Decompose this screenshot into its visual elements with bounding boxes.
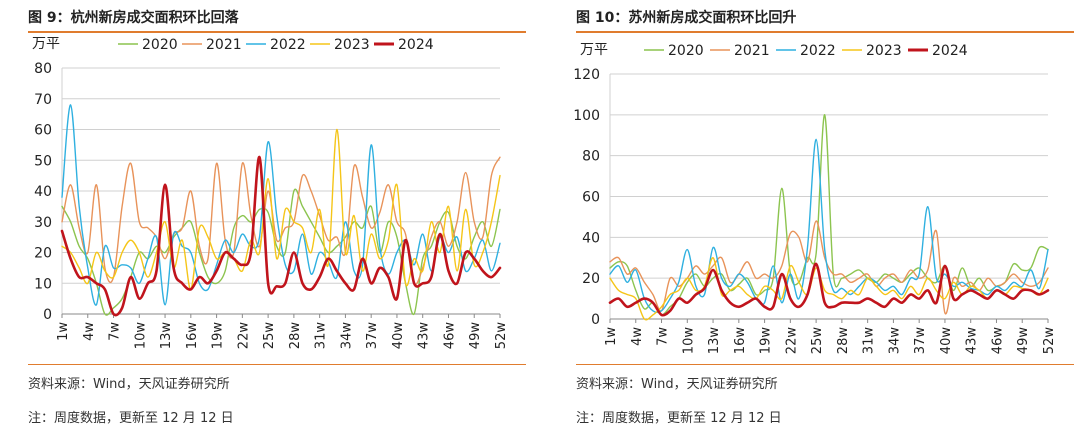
x-tick-label: 7w <box>656 327 671 346</box>
x-tick-label: 43w <box>965 327 980 355</box>
legend: 2020 2021 2022 2023 2024 <box>118 37 434 53</box>
legend-label-2020: 2020 <box>668 43 704 59</box>
x-tick-label: 25w <box>262 322 277 350</box>
y-tick-label: 60 <box>582 190 600 206</box>
data-note: 注：周度数据，更新至 12 月 12 日 <box>28 411 234 426</box>
x-tick-label: 28w <box>288 322 303 350</box>
y-tick-label: 40 <box>34 184 52 200</box>
figure-title: 图 9：杭州新房成交面积环比回落 <box>28 10 239 26</box>
series-lines <box>60 104 502 317</box>
x-tick-label: 16w <box>733 327 748 355</box>
legend-label-2024: 2024 <box>398 37 434 53</box>
legend-label-2020: 2020 <box>142 37 178 53</box>
y-tick-label: 20 <box>34 246 52 262</box>
y-unit-label: 万平 <box>580 42 608 58</box>
x-tick-label: 37w <box>913 327 928 355</box>
x-tick-label: 4w <box>630 327 645 346</box>
x-tick-label: 46w <box>990 327 1005 355</box>
legend-label-2022: 2022 <box>270 37 306 53</box>
x-tick-label: 43w <box>417 322 432 350</box>
figure-10-panel: 图 10：苏州新房成交面积环比回升 0 20 40 60 80 100 120 万平 1w 4w 7… <box>548 0 1080 430</box>
x-tick-label: 31w <box>862 327 877 355</box>
legend-label-2024: 2024 <box>932 43 968 59</box>
x-tick-label: 22w <box>236 322 251 350</box>
y-tick-label: 70 <box>34 92 52 108</box>
x-tick-label: 7w <box>108 322 123 341</box>
y-tick-label: 30 <box>34 215 52 231</box>
y-tick-label: 120 <box>573 67 600 83</box>
x-tick-label: 34w <box>339 322 354 350</box>
series-line-2022 <box>609 138 1049 313</box>
x-tick-label: 46w <box>442 322 457 350</box>
x-tick-label: 4w <box>82 322 97 341</box>
x-tick-label: 13w <box>707 327 722 355</box>
series-lines <box>608 114 1050 321</box>
legend-label-2021: 2021 <box>206 37 242 53</box>
data-note: 注：周度数据，更新至 12 月 12 日 <box>576 411 782 426</box>
x-tick-label: 19w <box>759 327 774 355</box>
y-tick-label: 50 <box>34 153 52 169</box>
x-tick-label: 13w <box>159 322 174 350</box>
legend-label-2022: 2022 <box>800 43 836 59</box>
x-tick-label: 10w <box>681 327 696 355</box>
x-tick-label: 28w <box>836 327 851 355</box>
x-tick-label: 52w <box>494 322 509 350</box>
y-tick-label: 80 <box>34 61 52 77</box>
footer-rule <box>576 364 1074 365</box>
y-tick-label: 0 <box>591 312 600 328</box>
series-line-2022 <box>61 104 501 306</box>
gridlines <box>610 73 1048 279</box>
hangzhou-line-chart: 0 10 20 30 40 50 60 70 80 万平 1w 4w 7w 10w 13w 16w 19w 22w… <box>32 36 509 350</box>
x-tick-label: 19w <box>211 322 226 350</box>
x-tick-label: 22w <box>784 327 799 355</box>
x-tick-label: 49w <box>468 322 483 350</box>
y-unit-label: 万平 <box>32 36 60 52</box>
source-note: 资料来源：Wind，天风证券研究所 <box>28 377 230 392</box>
y-tick-label: 0 <box>43 307 52 323</box>
x-tick-label: 37w <box>365 322 380 350</box>
series-line-2023 <box>609 257 1049 321</box>
suzhou-line-chart: 0 20 40 60 80 100 120 万平 1w 4w 7w 10w 13w 16w 19w 22w 25… <box>573 42 1057 355</box>
x-tick-label: 25w <box>810 327 825 355</box>
title-rule <box>28 31 526 33</box>
x-tick-label: 31w <box>314 322 329 350</box>
x-tick-label: 16w <box>185 322 200 350</box>
y-tick-label: 100 <box>573 108 600 124</box>
y-tick-label: 60 <box>34 123 52 139</box>
y-tick-label: 80 <box>582 149 600 165</box>
x-tick-label: 52w <box>1042 327 1057 355</box>
legend: 2020 2021 2022 2023 2024 <box>644 43 968 59</box>
footer-rule <box>28 364 526 365</box>
figure-title: 图 10：苏州新房成交面积环比回升 <box>576 10 797 26</box>
legend-label-2021: 2021 <box>734 43 770 59</box>
x-tick-label: 34w <box>887 327 902 355</box>
series-line-2024 <box>608 262 1050 317</box>
gridlines <box>62 67 500 284</box>
y-tick-label: 10 <box>34 276 52 292</box>
x-tick-label: 1w <box>56 322 71 341</box>
series-line-2020 <box>609 114 1049 316</box>
x-tick-label: 40w <box>939 327 954 355</box>
source-note: 资料来源：Wind，天风证券研究所 <box>576 377 778 392</box>
x-tick-label: 1w <box>604 327 619 346</box>
series-line-2023 <box>61 128 501 291</box>
y-tick-label: 20 <box>582 271 600 287</box>
legend-label-2023: 2023 <box>866 43 902 59</box>
title-rule <box>576 31 1074 33</box>
y-tick-label: 40 <box>582 230 600 246</box>
figure-9-panel: 图 9：杭州新房成交面积环比回落 0 10 20 30 40 50 60 70 80 万平 1w 4w… <box>0 0 532 430</box>
series-line-2024 <box>60 155 502 317</box>
x-tick-label: 40w <box>391 322 406 350</box>
x-tick-label: 10w <box>133 322 148 350</box>
legend-label-2023: 2023 <box>334 37 370 53</box>
x-tick-label: 49w <box>1016 327 1031 355</box>
